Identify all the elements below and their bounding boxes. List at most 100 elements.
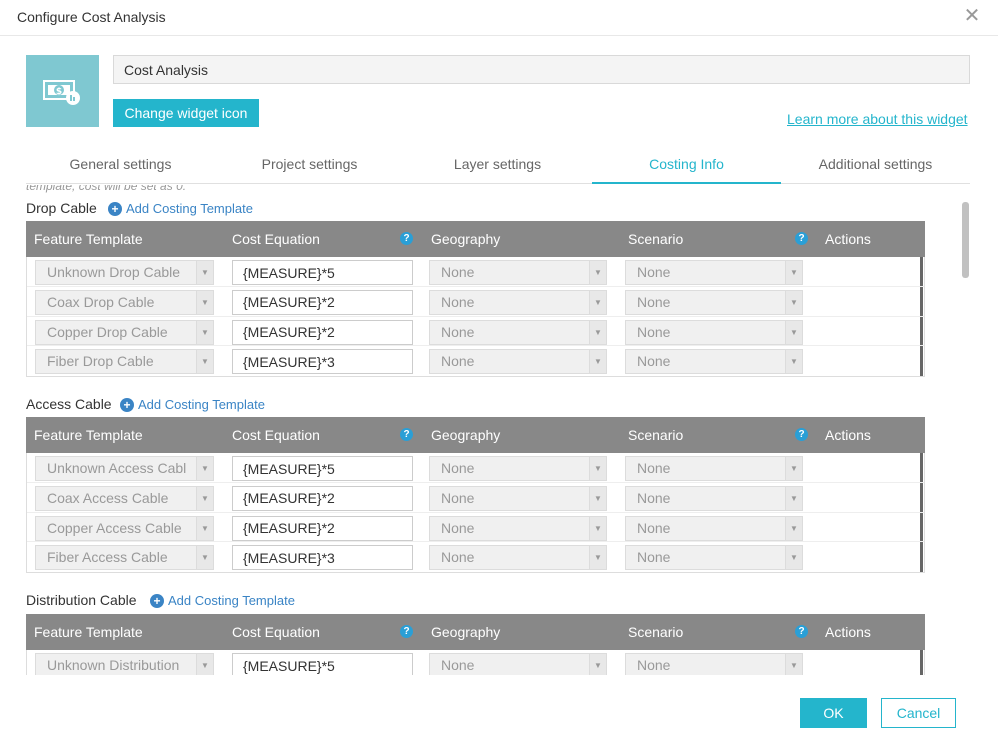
help-icon[interactable]: ? (795, 428, 808, 441)
geography-select[interactable]: None ▼ (429, 456, 607, 481)
scenario-select[interactable]: None ▼ (625, 653, 803, 675)
dropdown-arrow-icon: ▼ (196, 546, 213, 570)
dropdown-arrow-icon: ▼ (785, 654, 802, 675)
tab-general-settings[interactable]: General settings (69, 156, 172, 172)
feature-template-select[interactable]: Unknown Drop Cable ▼ (35, 260, 214, 285)
scenario-select[interactable]: None ▼ (625, 485, 803, 511)
table-row: Copper Drop Cable▼ None▼ None▼ (27, 316, 924, 347)
geography-select[interactable]: None ▼ (429, 349, 607, 375)
feature-template-select[interactable]: Copper Drop Cable ▼ (35, 319, 214, 345)
dropdown-arrow-icon: ▼ (196, 486, 213, 510)
add-costing-template-drop-cable[interactable]: + Add Costing Template (108, 201, 253, 216)
feature-template-select[interactable]: Coax Access Cable ▼ (35, 485, 214, 511)
dropdown-arrow-icon: ▼ (785, 486, 802, 510)
feature-template-select[interactable]: Copper Access Cable ▼ (35, 515, 214, 541)
add-costing-template-access-cable[interactable]: + Add Costing Template (120, 397, 265, 412)
dropdown-arrow-icon: ▼ (785, 290, 802, 314)
dropdown-arrow-icon: ▼ (589, 350, 606, 374)
feature-template-select[interactable]: Unknown Access Cabl ▼ (35, 456, 214, 481)
dropdown-arrow-icon: ▼ (589, 486, 606, 510)
add-costing-template-distribution-cable[interactable]: + Add Costing Template (150, 593, 295, 608)
cost-equation-input[interactable] (232, 545, 413, 571)
col-cost-equation: Cost Equation (232, 231, 320, 247)
row-scroll-indicator (920, 257, 923, 286)
plus-circle-icon: + (150, 593, 164, 608)
col-cost-equation: Cost Equation (232, 624, 320, 640)
scenario-select[interactable]: None ▼ (625, 289, 803, 315)
cost-equation-input[interactable] (232, 456, 413, 481)
help-icon[interactable]: ? (400, 428, 413, 441)
close-icon[interactable]: ✕ (963, 5, 981, 27)
table-row: Fiber Drop Cable▼ None▼ None▼ (27, 346, 924, 376)
ok-button[interactable]: OK (800, 698, 867, 728)
dropdown-arrow-icon: ▼ (785, 516, 802, 540)
help-icon[interactable]: ? (400, 625, 413, 638)
dropdown-arrow-icon: ▼ (196, 350, 213, 374)
row-scroll-indicator (920, 453, 923, 482)
geography-select[interactable]: None ▼ (429, 485, 607, 511)
money-icon: $ (43, 80, 80, 105)
scenario-select[interactable]: None ▼ (625, 260, 803, 285)
feature-template-select[interactable]: Fiber Drop Cable ▼ (35, 349, 214, 375)
table-row: Unknown Drop Cable▼ None▼ None▼ (27, 257, 924, 287)
section-label-access-cable: Access Cable (26, 396, 112, 412)
row-scroll-indicator (920, 316, 923, 346)
scenario-select[interactable]: None ▼ (625, 545, 803, 571)
geography-select[interactable]: None ▼ (429, 653, 607, 675)
cost-equation-input[interactable] (232, 653, 413, 675)
costing-info-panel: template, cost will be set as 0. Drop Ca… (0, 185, 970, 675)
row-scroll-indicator (920, 512, 923, 542)
table-row: Copper Access Cable▼ None▼ None▼ (27, 512, 924, 543)
table-row: Unknown Access Cabl▼ None▼ None▼ (27, 453, 924, 483)
svg-text:$: $ (56, 87, 62, 97)
tab-layer-settings[interactable]: Layer settings (453, 156, 542, 172)
scenario-select[interactable]: None ▼ (625, 456, 803, 481)
cost-equation-input[interactable] (232, 319, 413, 345)
feature-template-select[interactable]: Fiber Access Cable ▼ (35, 545, 214, 571)
row-scroll-indicator (920, 482, 923, 512)
add-costing-template-label: Add Costing Template (138, 397, 265, 412)
geography-select[interactable]: None ▼ (429, 545, 607, 571)
geography-select[interactable]: None ▼ (429, 289, 607, 315)
tab-additional-settings[interactable]: Additional settings (818, 156, 933, 172)
feature-template-select[interactable]: Coax Drop Cable ▼ (35, 289, 214, 315)
geography-select[interactable]: None ▼ (429, 260, 607, 285)
col-scenario: Scenario (628, 624, 684, 640)
scenario-select[interactable]: None ▼ (625, 319, 803, 345)
panel-scrollbar-thumb[interactable] (962, 202, 969, 278)
table-row: Fiber Access Cable▼ None▼ None▼ (27, 542, 924, 572)
dropdown-arrow-icon: ▼ (589, 654, 606, 675)
col-feature-template: Feature Template (34, 427, 143, 443)
cost-equation-input[interactable] (232, 349, 413, 375)
section-label-drop-cable: Drop Cable (26, 200, 97, 216)
cost-equation-input[interactable] (232, 289, 413, 315)
dialog-titlebar: Configure Cost Analysis ✕ (0, 0, 998, 36)
table-body: Unknown Drop Cable▼ None▼ None▼ Coax Dro… (26, 257, 925, 377)
geography-select[interactable]: None ▼ (429, 515, 607, 541)
help-icon[interactable]: ? (795, 232, 808, 245)
tab-costing-info[interactable]: Costing Info (592, 148, 781, 184)
col-actions: Actions (825, 231, 871, 247)
cost-equation-input[interactable] (232, 260, 413, 285)
feature-template-select[interactable]: Unknown Distribution ▼ (35, 653, 214, 675)
dropdown-arrow-icon: ▼ (785, 320, 802, 344)
dropdown-arrow-icon: ▼ (785, 457, 802, 480)
help-icon[interactable]: ? (400, 232, 413, 245)
dropdown-arrow-icon: ▼ (196, 320, 213, 344)
dropdown-arrow-icon: ▼ (785, 261, 802, 284)
scenario-select[interactable]: None ▼ (625, 515, 803, 541)
dropdown-arrow-icon: ▼ (196, 516, 213, 540)
scenario-select[interactable]: None ▼ (625, 349, 803, 375)
cancel-button[interactable]: Cancel (881, 698, 956, 728)
cost-equation-input[interactable] (232, 515, 413, 541)
geography-select[interactable]: None ▼ (429, 319, 607, 345)
change-widget-icon-button[interactable]: Change widget icon (113, 99, 259, 127)
tab-project-settings[interactable]: Project settings (261, 156, 358, 172)
cost-equation-input[interactable] (232, 485, 413, 511)
help-icon[interactable]: ? (795, 625, 808, 638)
widget-name-input[interactable] (113, 55, 970, 84)
col-cost-equation: Cost Equation (232, 427, 320, 443)
table-header: Feature Template Cost Equation ? Geograp… (26, 614, 925, 650)
learn-more-link[interactable]: Learn more about this widget (787, 111, 968, 127)
plus-circle-icon: + (120, 397, 134, 412)
